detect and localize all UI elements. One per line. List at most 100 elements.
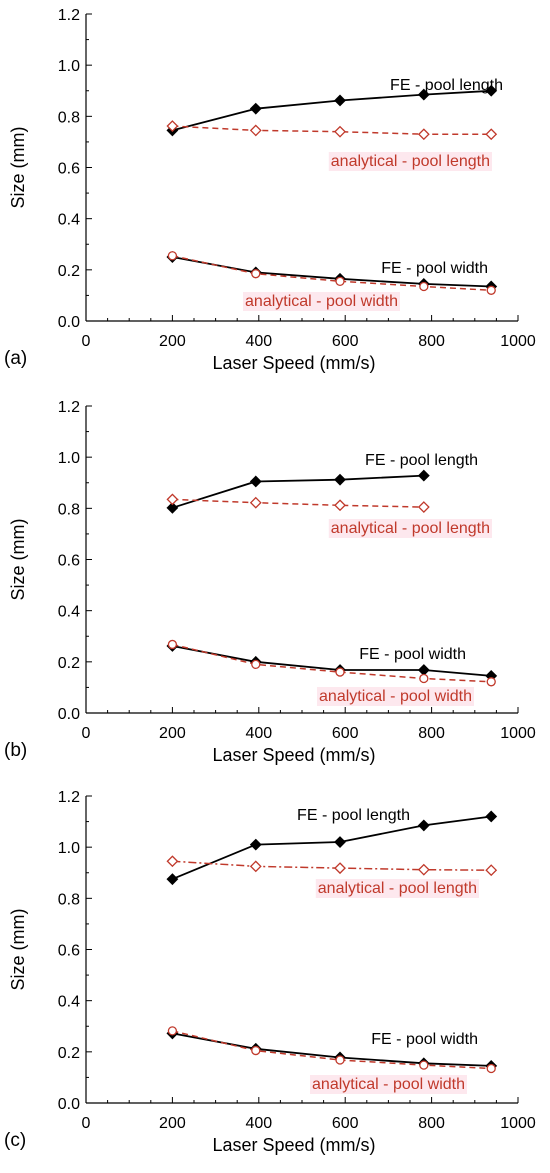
y-tick-label: 0.0: [58, 314, 80, 331]
data-point: [334, 499, 346, 512]
series-line: [172, 815, 492, 880]
data-point: [334, 125, 346, 138]
x-tick-label: 0: [82, 725, 91, 742]
data-point: [167, 1026, 178, 1036]
data-point: [249, 838, 262, 851]
data-point: [249, 475, 262, 488]
data-point: [334, 836, 346, 848]
data-point: [486, 1063, 496, 1074]
series-label: FE - pool length: [365, 452, 478, 469]
data-point: [249, 124, 262, 137]
series-label-background: [310, 1075, 467, 1094]
series-label: analytical - pool width: [319, 688, 472, 705]
y-tick-label: 1.0: [58, 450, 80, 467]
data-point: [419, 673, 429, 684]
x-tick-label: 0: [82, 333, 91, 350]
y-tick-label: 0.2: [58, 655, 80, 672]
x-tick-label: 0: [82, 1115, 91, 1132]
x-tick-label: 600: [332, 725, 359, 742]
x-tick-label: 400: [245, 333, 272, 350]
y-axis-title: Size (mm): [8, 519, 28, 601]
x-tick-label: 1000: [500, 333, 536, 350]
data-point: [335, 667, 345, 677]
y-tick-label: 0.2: [58, 1045, 80, 1062]
data-point: [166, 120, 179, 132]
data-point: [486, 285, 496, 295]
data-point: [167, 251, 178, 261]
series-label: analytical - pool length: [331, 520, 490, 537]
y-tick-label: 1.0: [58, 840, 80, 857]
x-tick-label: 400: [245, 725, 272, 742]
y-tick-label: 0.8: [58, 501, 80, 518]
x-tick-label: 800: [418, 1115, 445, 1132]
x-axis-title: Laser Speed (mm/s): [212, 745, 375, 765]
data-point: [486, 677, 496, 687]
series-line: [172, 860, 492, 871]
x-tick-label: 600: [332, 333, 359, 350]
data-point: [419, 281, 429, 292]
y-tick-label: 1.0: [58, 58, 80, 75]
data-point: [417, 819, 430, 832]
data-point: [166, 493, 179, 506]
data-point: [335, 1055, 345, 1065]
series-label: analytical - pool length: [331, 153, 490, 170]
data-point: [417, 88, 430, 101]
y-tick-label: 0.2: [58, 263, 80, 280]
data-point: [166, 501, 179, 514]
data-point: [485, 810, 498, 823]
y-tick-label: 0.4: [58, 994, 80, 1011]
y-tick-label: 1.2: [58, 399, 80, 416]
data-point: [417, 863, 430, 876]
x-tick-label: 800: [418, 333, 445, 350]
series-label: analytical - pool width: [245, 293, 398, 310]
y-tick-label: 0.6: [58, 553, 80, 570]
data-point: [251, 269, 261, 279]
y-tick-label: 0.8: [58, 891, 80, 908]
y-axis-title: Size (mm): [8, 127, 28, 209]
series-label: FE - pool width: [359, 646, 466, 663]
series-label: FE - pool width: [371, 1031, 478, 1048]
x-tick-label: 1000: [500, 725, 536, 742]
y-tick-label: 0.4: [58, 604, 80, 621]
series-label: FE - pool length: [390, 77, 503, 94]
chart-panel-1: 0.0 0.2 0.4 0.6 0.8 1.0 1.2 0 200 400 600 800 1000 La…: [4, 7, 536, 373]
x-tick-label: 400: [245, 1115, 272, 1132]
series-line: [172, 89, 492, 132]
y-axis-title: Size (mm): [8, 909, 28, 991]
data-point: [249, 496, 262, 509]
series-label-background: [317, 687, 474, 706]
data-point: [417, 501, 430, 513]
data-point: [334, 473, 346, 486]
data-point: [485, 864, 498, 877]
data-point: [334, 862, 346, 875]
x-axis-title: Laser Speed (mm/s): [212, 353, 375, 373]
series-label: analytical - pool width: [312, 1076, 465, 1093]
x-tick-label: 600: [332, 1115, 359, 1132]
data-point: [251, 659, 261, 670]
series-label-background: [328, 519, 492, 538]
panel-label: (a): [4, 348, 27, 369]
series-label-background: [328, 152, 492, 171]
data-point: [417, 128, 430, 141]
series-label: FE - pool length: [297, 807, 410, 824]
data-point: [251, 1045, 261, 1056]
data-point: [485, 128, 498, 141]
y-tick-label: 1.2: [58, 7, 80, 24]
series-line: [172, 125, 492, 135]
data-point: [249, 102, 262, 115]
data-point: [485, 84, 498, 97]
x-tick-label: 200: [159, 725, 186, 742]
y-tick-label: 0.6: [58, 161, 80, 178]
y-tick-label: 1.2: [58, 789, 80, 806]
data-point: [419, 1060, 429, 1070]
data-point: [417, 664, 430, 676]
series-line: [172, 498, 424, 508]
y-tick-label: 0.6: [58, 943, 80, 960]
y-tick-label: 0.4: [58, 212, 80, 229]
data-point: [166, 855, 179, 868]
series-label-background: [315, 879, 479, 898]
x-tick-label: 800: [418, 725, 445, 742]
data-point: [249, 860, 262, 873]
series-label: FE - pool width: [381, 260, 488, 277]
